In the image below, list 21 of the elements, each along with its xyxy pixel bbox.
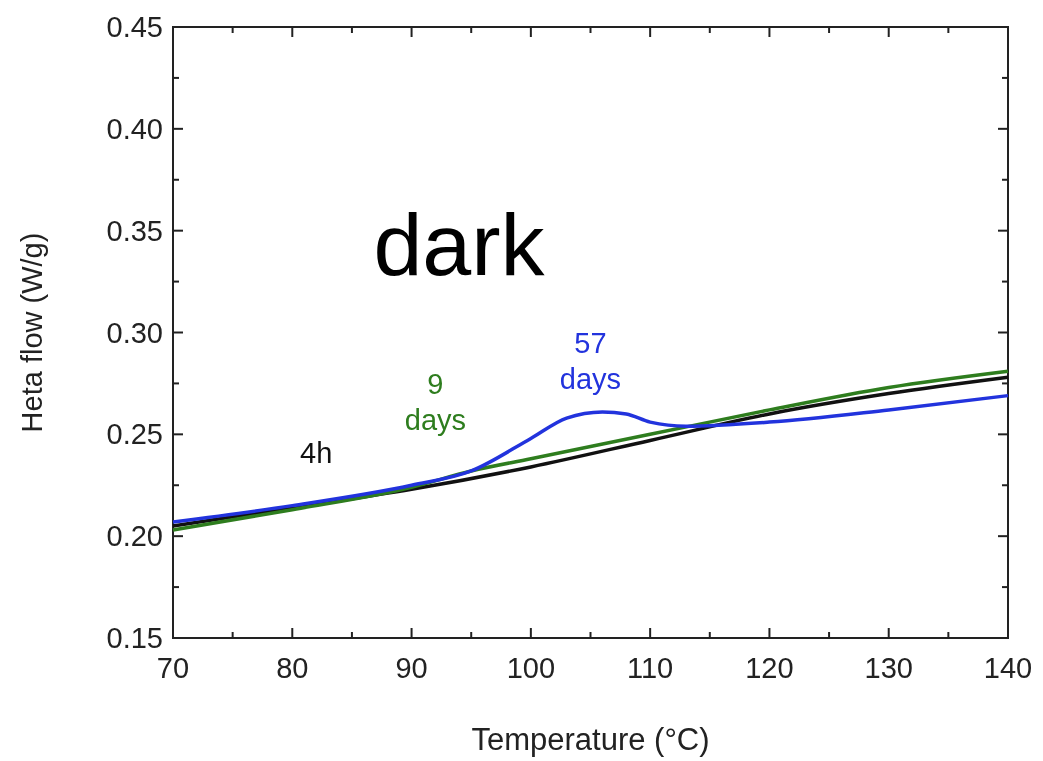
y-tick-label: 0.15 [106,622,163,655]
x-tick-label: 120 [745,652,794,684]
series-label: 4h [300,436,333,469]
y-axis-title: Heta flow (W/g) [16,232,48,433]
y-tick-label: 0.20 [106,520,163,553]
x-tick-label: 100 [506,652,556,684]
x-axis-title: Temperature (°C) [471,722,710,757]
series-label: 9 days [404,367,467,436]
y-tick-label: 0.25 [106,418,163,451]
y-tick-label: 0.35 [106,214,163,247]
x-tick-label: 140 [983,652,1033,684]
x-tick-label: 70 [156,652,190,684]
x-tick-label: 130 [864,652,913,684]
annotation: dark [373,195,546,294]
y-tick-label: 0.30 [106,316,163,349]
y-tick-label: 0.45 [106,11,163,44]
x-tick-label: 90 [395,652,428,684]
x-tick-label: 110 [627,652,674,684]
y-tick-label: 0.40 [106,112,163,145]
series-label: 57 days [559,326,622,395]
x-tick-label: 80 [276,652,309,684]
